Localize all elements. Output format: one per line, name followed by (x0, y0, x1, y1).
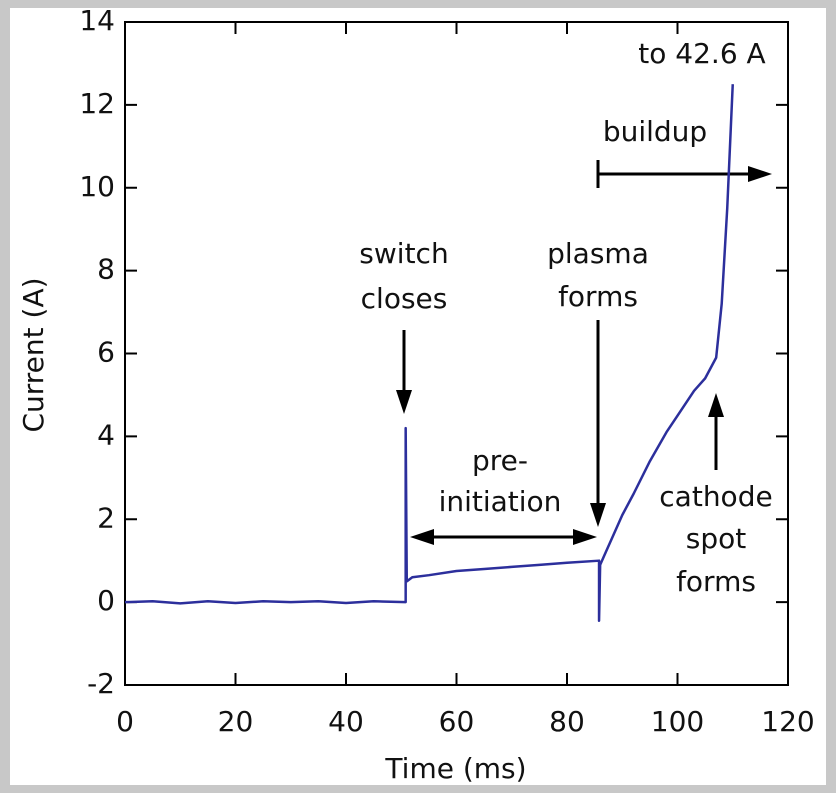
annotation: cathode (659, 480, 772, 513)
x-tick-label: 0 (116, 705, 134, 738)
arrow-head (573, 529, 597, 545)
x-tick-label: 120 (761, 705, 814, 738)
arrow-head (590, 503, 606, 527)
y-tick-label: 10 (79, 170, 115, 203)
x-tick-label: 20 (218, 705, 254, 738)
x-tick-label: 100 (651, 705, 704, 738)
y-axis-label: Current (A) (17, 277, 50, 432)
x-tick-label: 40 (328, 705, 364, 738)
y-tick-label: -2 (87, 667, 115, 700)
arrow-head (396, 390, 412, 414)
annotation: buildup (603, 115, 707, 148)
annotation: forms (676, 565, 756, 598)
x-axis-label: Time (ms) (384, 752, 526, 785)
y-tick-label: 8 (97, 253, 115, 286)
annotation: forms (558, 280, 638, 313)
y-tick-label: 4 (97, 418, 115, 451)
annotation: initiation (439, 485, 562, 518)
y-tick-label: 12 (79, 87, 115, 120)
arrow-head (748, 166, 772, 182)
annotation: switch (359, 237, 448, 270)
annotation: closes (361, 282, 448, 315)
arrow-head (708, 393, 724, 417)
annotation: spot (686, 522, 746, 555)
x-tick-label: 80 (549, 705, 585, 738)
y-tick-label: 6 (97, 336, 115, 369)
y-tick-label: 2 (97, 501, 115, 534)
annotation: plasma (547, 237, 649, 270)
y-tick-label: 0 (97, 584, 115, 617)
annotation: pre- (472, 444, 528, 477)
data-line (124, 84, 734, 623)
arrows (396, 160, 772, 545)
annotation: to 42.6 A (638, 37, 765, 70)
x-tick-label: 60 (439, 705, 475, 738)
arrow-head (410, 529, 434, 545)
y-tick-label: 14 (79, 4, 115, 37)
